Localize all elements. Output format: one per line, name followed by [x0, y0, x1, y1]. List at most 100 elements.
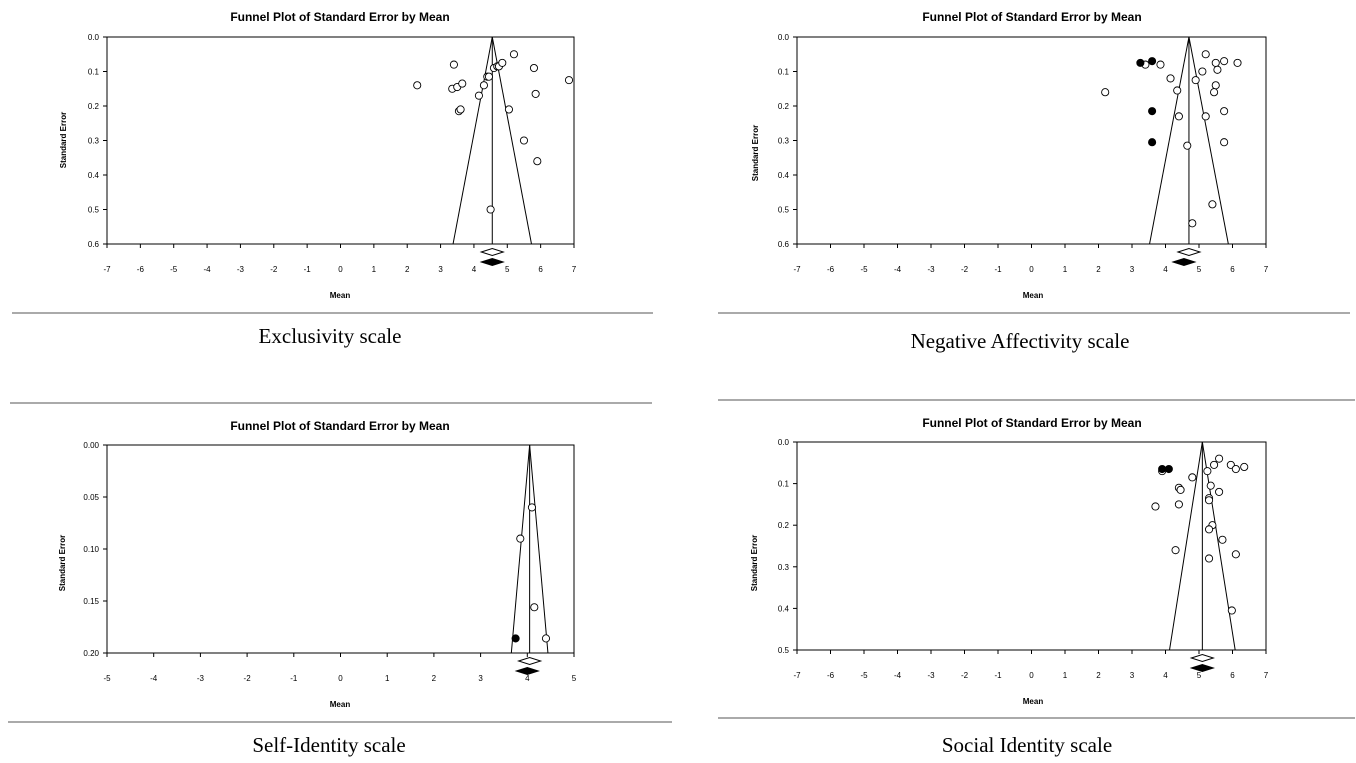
imputed-study-point: [511, 634, 520, 643]
x-tick-label: -4: [894, 265, 902, 274]
y-tick-label: 0.05: [83, 493, 99, 502]
imputed-study-point: [1148, 138, 1157, 147]
observed-study-point: [530, 603, 539, 612]
funnel-left-line: [1169, 441, 1203, 651]
x-tick-label: 2: [432, 674, 437, 683]
panel-caption: Exclusivity scale: [259, 324, 402, 348]
x-tick-label: -1: [994, 671, 1002, 680]
chart-title: Funnel Plot of Standard Error by Mean: [230, 10, 449, 24]
observed-study-point: [504, 105, 514, 114]
observed-study-point: [564, 76, 574, 85]
y-tick-label: 0.4: [778, 604, 790, 613]
y-axis-label: Standard Error: [751, 125, 760, 181]
observed-study-point: [541, 634, 551, 643]
x-tick-label: 2: [405, 265, 410, 274]
observed-study-point: [1205, 496, 1214, 505]
observed-study-point: [1188, 219, 1197, 228]
observed-study-point: [1151, 502, 1160, 511]
x-tick-label: 3: [478, 674, 483, 683]
x-tick-label: 5: [1197, 671, 1202, 680]
observed-summary-diamond: [1189, 653, 1215, 663]
y-tick-label: 0.6: [778, 240, 790, 249]
x-tick-label: -6: [827, 671, 835, 680]
x-axis-label: Mean: [1023, 697, 1044, 706]
funnel-right-line: [1188, 36, 1229, 245]
panel-caption: Self-Identity scale: [252, 733, 405, 757]
funnel-right-line: [491, 36, 532, 245]
x-tick-label: -6: [137, 265, 145, 274]
y-axis-label: Standard Error: [58, 535, 67, 591]
observed-study-point: [533, 157, 542, 166]
funnel-plot-panel-1: Funnel Plot of Standard Error by Mean 0.0…: [12, 10, 653, 348]
observed-study-point: [1210, 460, 1219, 469]
imputed-study-point: [1164, 464, 1173, 474]
observed-study-point: [1211, 58, 1220, 67]
x-tick-label: 3: [438, 265, 443, 274]
y-tick-label: 0.5: [88, 206, 100, 215]
x-tick-label: -2: [961, 671, 969, 680]
funnel-left-line: [452, 36, 493, 245]
y-tick-label: 0.5: [778, 646, 790, 655]
observed-study-point: [1220, 57, 1229, 66]
x-tick-label: 1: [1063, 265, 1068, 274]
plot-frame: [106, 36, 575, 245]
x-tick-label: -1: [994, 265, 1002, 274]
x-tick-label: -4: [894, 671, 902, 680]
x-tick-label: 0: [1029, 671, 1034, 680]
observed-study-point: [1201, 112, 1210, 121]
x-tick-label: 0: [1029, 265, 1034, 274]
adjusted-summary-diamond: [479, 257, 505, 267]
x-tick-label: 5: [572, 674, 577, 683]
x-tick-label: 0: [338, 674, 343, 683]
y-tick-label: 0.0: [778, 33, 790, 42]
observed-study-point: [1206, 481, 1215, 490]
observed-study-point: [1191, 76, 1200, 85]
x-tick-label: -2: [244, 674, 252, 683]
x-tick-label: 5: [1197, 265, 1202, 274]
x-tick-label: -7: [793, 671, 801, 680]
y-tick-label: 0.1: [778, 480, 790, 489]
y-tick-label: 0.2: [778, 521, 790, 530]
x-tick-label: -3: [927, 265, 935, 274]
observed-study-point: [1156, 60, 1165, 69]
y-tick-label: 0.3: [88, 137, 100, 146]
x-tick-label: 1: [385, 674, 390, 683]
x-tick-label: 2: [1096, 671, 1101, 680]
x-axis-label: Mean: [330, 700, 351, 709]
observed-study-point: [1174, 500, 1183, 509]
y-tick-label: 0.5: [778, 206, 790, 215]
y-tick-label: 0.10: [83, 545, 99, 554]
observed-study-point: [449, 60, 458, 69]
observed-study-point: [1208, 200, 1217, 209]
x-tick-label: -3: [927, 671, 935, 680]
observed-study-point: [1205, 554, 1214, 563]
y-tick-label: 0.3: [778, 563, 790, 572]
x-tick-label: 3: [1130, 671, 1135, 680]
adjusted-summary-diamond: [1189, 663, 1215, 673]
x-tick-label: 4: [1163, 265, 1168, 274]
chart-title: Funnel Plot of Standard Error by Mean: [230, 419, 449, 433]
x-axis-label: Mean: [1023, 291, 1044, 300]
x-tick-label: -7: [793, 265, 801, 274]
x-tick-label: 3: [1130, 265, 1135, 274]
chart-title: Funnel Plot of Standard Error by Mean: [922, 416, 1141, 430]
x-tick-label: 2: [1096, 265, 1101, 274]
y-tick-label: 0.00: [83, 441, 99, 450]
observed-study-point: [527, 503, 537, 512]
y-tick-label: 0.2: [778, 102, 790, 111]
observed-study-point: [1210, 88, 1219, 97]
observed-study-point: [1227, 606, 1236, 615]
observed-study-point: [1220, 107, 1229, 116]
x-tick-label: -7: [103, 265, 111, 274]
plot-frame: [106, 444, 575, 654]
observed-study-point: [1174, 112, 1183, 121]
y-tick-label: 0.15: [83, 597, 99, 606]
observed-study-point: [1188, 473, 1197, 482]
y-tick-label: 0.6: [88, 240, 100, 249]
x-tick-label: -3: [197, 674, 205, 683]
observed-study-point: [1231, 464, 1240, 474]
adjusted-summary-diamond: [1171, 257, 1197, 267]
observed-study-point: [1240, 462, 1249, 472]
observed-study-point: [1198, 67, 1207, 76]
